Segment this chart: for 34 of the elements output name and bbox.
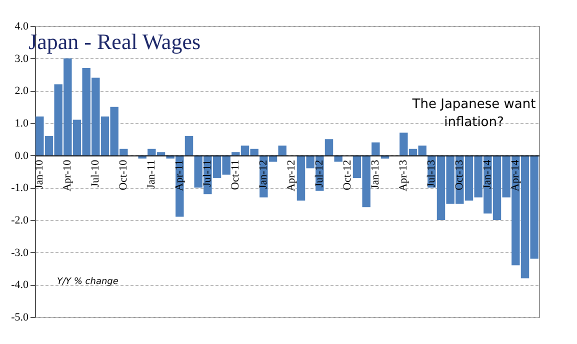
x-tick-label: Jan-13 <box>370 159 382 190</box>
y-tick-label: -1.0 <box>11 182 29 194</box>
x-tick-label: Jul-11 <box>202 160 214 187</box>
x-tick-label: Jan-14 <box>482 159 494 190</box>
y-tick-label: 2.0 <box>14 85 29 98</box>
y-tick-label: 1.0 <box>14 118 29 130</box>
x-tick-label: Jul-10 <box>90 159 102 188</box>
bar <box>184 136 194 156</box>
x-tick-label: Oct-13 <box>454 159 466 190</box>
annotation: The Japanese want inflation? <box>411 97 536 130</box>
x-tick-label: Apr-13 <box>398 159 410 192</box>
x-tick-label: Jul-12 <box>314 160 326 188</box>
annotation: Y/Y % change <box>57 277 119 287</box>
x-tick-label: Jan-11 <box>146 160 158 189</box>
x-tick-label: Oct-10 <box>118 159 130 190</box>
x-tick-label: Jul-13 <box>426 159 438 188</box>
x-tick-label: Apr-11 <box>174 160 186 191</box>
x-tick-label: Apr-12 <box>286 160 298 192</box>
y-tick-label: -3.0 <box>11 246 29 259</box>
y-tick-label: 3.0 <box>14 52 29 65</box>
x-tick-label: Jan-12 <box>258 160 270 190</box>
x-tick-label: Apr-14 <box>510 159 522 192</box>
y-tick-label: -5.0 <box>11 312 29 324</box>
x-tick-label: Jan-10 <box>34 159 46 190</box>
x-tick-label: Oct-11 <box>230 160 242 190</box>
y-tick-label: 0.0 <box>14 150 29 162</box>
x-tick-label: Oct-12 <box>342 160 354 190</box>
x-tick-label: Apr-10 <box>62 159 74 192</box>
bar <box>278 146 286 156</box>
bar <box>324 139 334 156</box>
y-tick-label: -4.0 <box>11 279 29 292</box>
y-tick-label: 4.0 <box>14 20 29 32</box>
bar <box>372 142 380 156</box>
y-tick-label: -2.0 <box>11 214 29 226</box>
